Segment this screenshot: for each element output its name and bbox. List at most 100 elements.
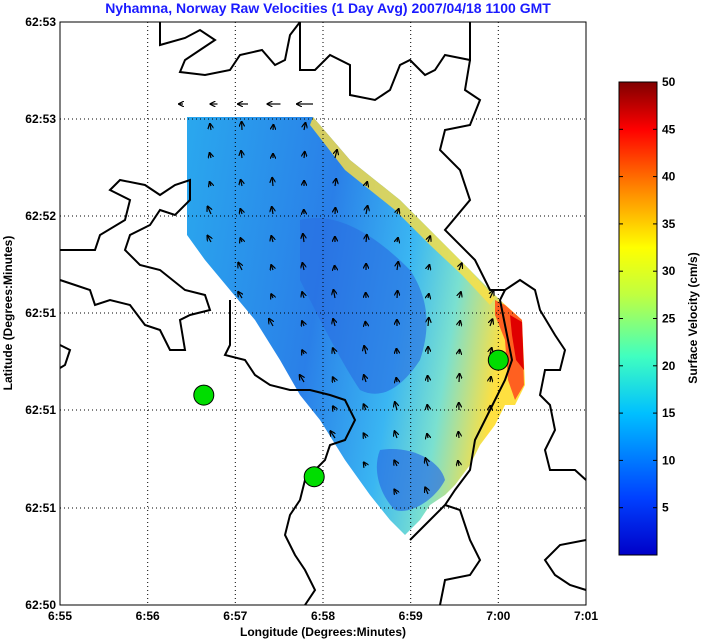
coastline-peninsula — [223, 300, 357, 606]
y-tick-label: 62:53 — [25, 112, 56, 126]
plot-area — [59, 21, 587, 606]
velocity-arrow — [364, 405, 366, 411]
station-left-marker — [193, 384, 215, 406]
x-tick-label: 6:55 — [48, 609, 72, 623]
velocity-arrow — [366, 182, 367, 186]
x-tick-label: 6:58 — [311, 609, 335, 623]
colorbar-tick-label: 20 — [662, 359, 676, 373]
velocity-arrow — [427, 405, 428, 410]
velocity-arrow — [428, 265, 429, 270]
velocity-arrow — [397, 238, 398, 242]
velocity-arrow — [364, 346, 366, 355]
velocity-arrow — [490, 377, 491, 382]
colorbar-tick-label: 40 — [662, 170, 676, 184]
velocity-arrow — [333, 378, 335, 383]
colorbar-label: Surface Velocity (cm/s) — [686, 252, 700, 383]
velocity-arrow — [395, 490, 398, 494]
colorbar-tick-label: 45 — [662, 122, 676, 136]
velocity-arrow — [365, 322, 366, 326]
colorbar: 5 10 15 20 25 30 35 40 45 50 Surface Velocity (cm… — [618, 75, 700, 556]
velocity-arrow — [490, 319, 492, 327]
velocity-arrow — [210, 182, 211, 186]
velocity-arrow — [395, 402, 397, 411]
velocity-arrow — [364, 434, 366, 438]
x-tick-label: 7:01 — [574, 609, 598, 623]
velocity-arrow — [241, 151, 242, 159]
velocity-arrow — [459, 350, 460, 354]
velocity-arrow — [459, 292, 461, 299]
velocity-arrow — [366, 235, 367, 243]
velocity-arrow — [335, 179, 336, 187]
velocity-arrow — [394, 461, 397, 467]
velocity-arrow — [428, 294, 429, 298]
velocity-arrow — [333, 348, 335, 355]
velocity-arrow — [334, 290, 336, 299]
velocity-arrow — [428, 236, 430, 243]
x-axis-label: Longitude (Degrees:Minutes) — [240, 625, 406, 639]
colorbar-tick-label: 30 — [662, 264, 676, 278]
velocity-arrow — [210, 124, 211, 131]
velocity-arrow — [335, 150, 337, 159]
velocity-arrow — [425, 488, 428, 495]
velocity-arrow — [333, 319, 335, 327]
coastline-west-small — [59, 344, 72, 369]
velocity-arrow — [366, 206, 368, 215]
y-tick-label: 62:52 — [25, 209, 56, 223]
velocity-arrow — [210, 153, 211, 158]
velocity-arrow — [331, 431, 336, 439]
coastline-north-island — [159, 21, 301, 77]
colorbar-tick-label: 25 — [662, 312, 676, 326]
x-tick-label: 6:56 — [136, 609, 160, 623]
coastline-east-inner — [409, 289, 514, 541]
velocity-arrow — [271, 236, 273, 243]
velocity-arrow — [238, 263, 242, 271]
velocity-arrow — [300, 375, 304, 383]
y-tick-label: 62:51 — [25, 501, 56, 515]
velocity-arrow — [269, 319, 273, 327]
x-tick-label: 6:57 — [223, 609, 247, 623]
coastline-east — [438, 59, 587, 481]
velocity-arrows — [179, 104, 493, 494]
velocity-arrow — [490, 291, 493, 299]
velocity-arrow — [459, 321, 460, 326]
velocity-arrow — [302, 292, 304, 299]
velocity-arrow — [304, 123, 305, 131]
velocity-arrow — [208, 236, 211, 243]
y-tick-label: 62:53 — [25, 15, 56, 29]
velocity-arrow — [458, 432, 459, 439]
velocity-arrow — [397, 262, 398, 271]
velocity-arrow — [397, 291, 398, 299]
colorbar-tick-label: 15 — [662, 406, 676, 420]
velocity-arrow — [238, 292, 242, 299]
colorbar-gradient — [618, 81, 658, 556]
velocity-arrow — [302, 350, 304, 354]
coastline — [59, 21, 587, 606]
y-tick-label: 62:51 — [25, 403, 56, 417]
coastline-west-island — [59, 178, 212, 351]
y-tick-label: 62:51 — [25, 306, 56, 320]
y-axis-label: Latitude (Degrees:Minutes) — [1, 236, 15, 391]
velocity-arrow — [272, 178, 273, 187]
velocity-arrow — [490, 348, 492, 355]
velocity-arrow — [302, 321, 304, 326]
colorbar-tick-label: 5 — [662, 501, 669, 515]
y-tick-label: 62:50 — [25, 598, 56, 612]
velocity-arrow — [241, 180, 242, 187]
velocity-arrow — [241, 238, 243, 242]
velocity-high-core — [510, 315, 524, 370]
colorbar-tick-label: 50 — [662, 75, 676, 89]
y-ticks: 62:53 62:53 62:52 62:51 62:51 62:51 62:5… — [25, 15, 56, 612]
velocity-arrow — [304, 152, 305, 159]
stations — [193, 349, 509, 488]
x-tick-label: 7:00 — [486, 609, 510, 623]
velocity-yellow-rim — [310, 117, 495, 305]
velocity-arrow — [208, 207, 211, 215]
coastline-south-right — [543, 539, 587, 591]
velocity-arrow — [364, 463, 366, 466]
velocity-arrow — [303, 263, 305, 271]
coastline-southeast — [439, 504, 482, 606]
velocity-arrow — [459, 264, 462, 271]
colorbar-tick-label: 10 — [662, 453, 676, 467]
map-title: Nyhamna, Norway Raw Velocities (1 Day Av… — [105, 0, 551, 16]
